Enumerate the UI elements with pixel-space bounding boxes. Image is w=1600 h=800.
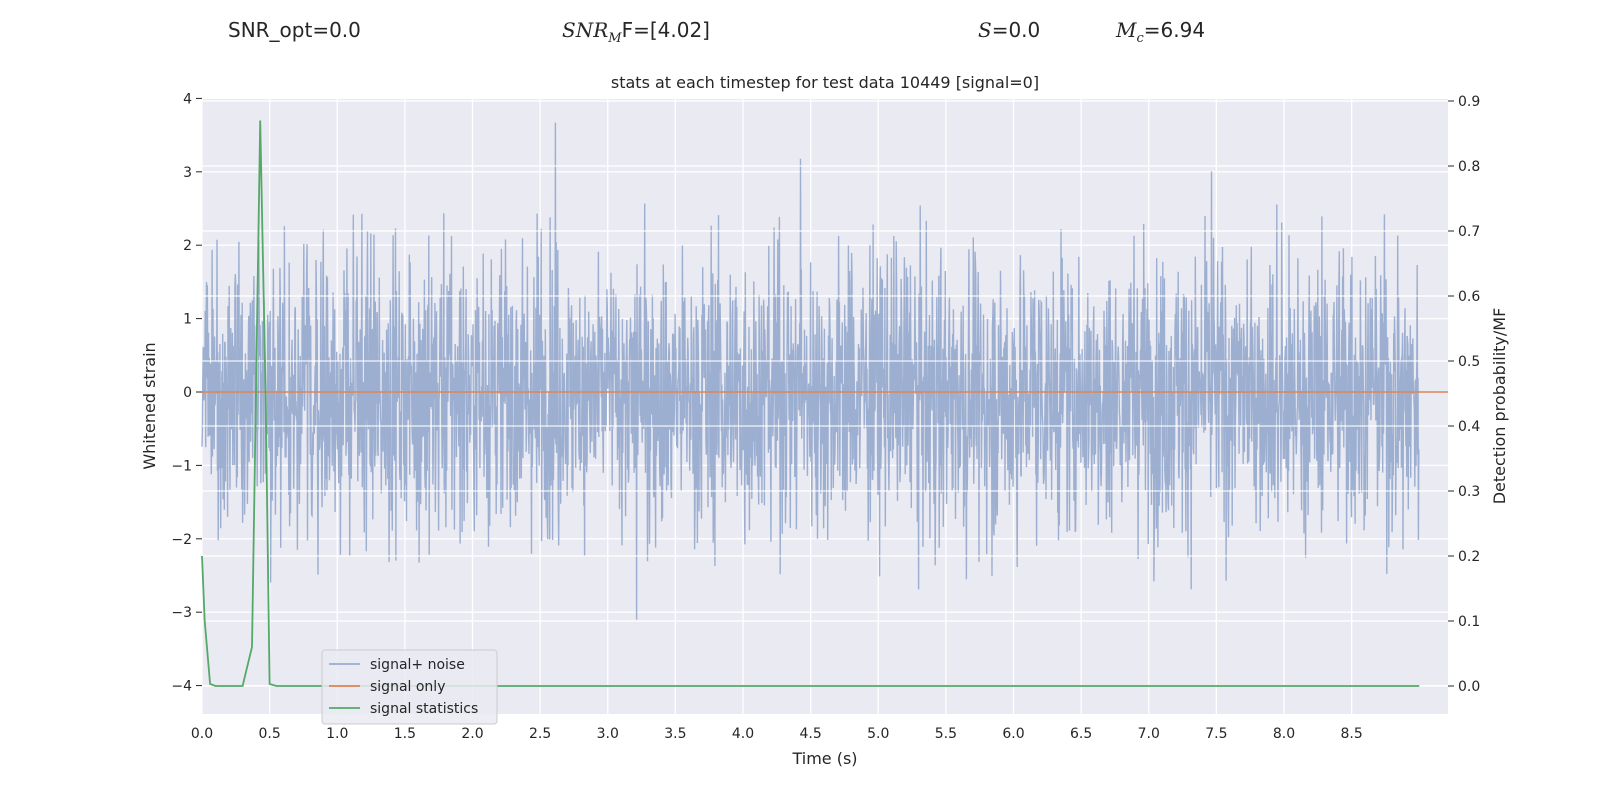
- y-tick-label: 2: [183, 238, 192, 254]
- x-tick-label: 0.0: [191, 726, 213, 742]
- y-right-tick-label: 0.7: [1458, 224, 1480, 240]
- x-tick-label: 1.5: [394, 726, 416, 742]
- y-right-tick-label: 0.0: [1458, 679, 1480, 695]
- signal-noise-line: [201, 122, 1420, 620]
- x-tick-label: 7.0: [1138, 726, 1160, 742]
- x-tick-label: 8.5: [1340, 726, 1362, 742]
- signal-statistics-line: [201, 120, 1420, 687]
- x-tick-label: 4.5: [799, 726, 821, 742]
- y-right-tick-label: 0.4: [1458, 419, 1480, 435]
- signal-noise-series: [201, 122, 1420, 620]
- chart-title: stats at each timestep for test data 104…: [611, 73, 1039, 92]
- lines-layer: [201, 100, 1448, 687]
- x-tick-label: 5.0: [867, 726, 889, 742]
- legend-label: signal statistics: [370, 701, 478, 717]
- y-right-tick-label: 0.8: [1458, 159, 1480, 175]
- snr-opt-label: SNR_opt=0.0: [228, 18, 361, 42]
- x-tick-label: 3.0: [597, 726, 619, 742]
- ticks: 0.0 0.5 1.0 1.5 2.0 2.5 3.0 3.5 4.0 4.5 5.0 5.5 6.0 6…: [171, 91, 1480, 742]
- x-tick-label: 2.5: [529, 726, 551, 742]
- x-tick-label: 5.5: [935, 726, 957, 742]
- legend-label: signal+ noise: [370, 657, 465, 673]
- y-right-tick-label: 0.6: [1458, 289, 1480, 305]
- y-tick-label: 1: [183, 312, 192, 328]
- x-tick-label: 6.0: [1002, 726, 1024, 742]
- x-tick-label: 2.0: [461, 726, 483, 742]
- x-tick-label: 7.5: [1205, 726, 1227, 742]
- legend-box: [321, 649, 498, 725]
- chirp-mass-label: Mc=6.94: [1116, 18, 1206, 46]
- y-tick-label: −4: [171, 679, 192, 695]
- y-right-tick-label: 0.3: [1458, 484, 1480, 500]
- legend: signal+ noise signal only signal statistic…: [321, 649, 498, 725]
- x-tick-label: 1.0: [326, 726, 348, 742]
- y-right-tick-label: 0.5: [1458, 354, 1480, 370]
- y-axis-label: Whitened strain: [140, 342, 159, 469]
- x-axis-label: Time (s): [791, 749, 857, 768]
- y-tick-label: 3: [183, 165, 192, 181]
- x-tick-label: 3.5: [664, 726, 686, 742]
- legend-label: signal only: [370, 679, 445, 695]
- x-tick-label: 4.0: [732, 726, 754, 742]
- y-right-tick-label: 0.1: [1458, 614, 1480, 630]
- y-tick-label: −2: [171, 532, 192, 548]
- y-tick-label: −3: [171, 605, 192, 621]
- y-right-tick-label: 0.2: [1458, 549, 1480, 565]
- x-tick-label: 6.5: [1070, 726, 1092, 742]
- y-right-tick-label: 0.9: [1458, 94, 1480, 110]
- y-tick-label: 4: [183, 91, 192, 107]
- x-tick-label: 0.5: [258, 726, 280, 742]
- s-value-label: S=0.0: [978, 18, 1041, 42]
- y-tick-label: 0: [183, 385, 192, 401]
- snr-mf-label: SNRMF=[4.02]: [562, 18, 710, 46]
- y-tick-label: −1: [171, 458, 192, 474]
- y-axis-right-label: Detection probability/MF: [1490, 308, 1509, 505]
- x-tick-label: 8.0: [1273, 726, 1295, 742]
